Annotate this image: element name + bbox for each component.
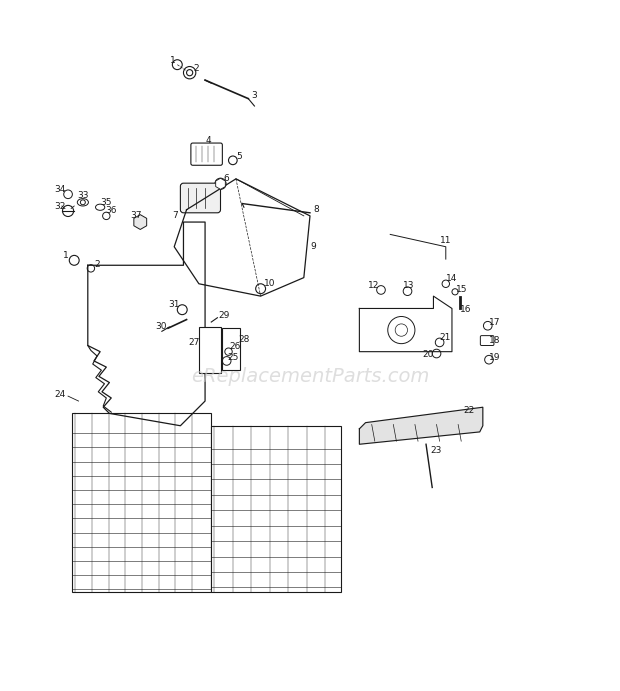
FancyBboxPatch shape: [222, 328, 241, 370]
Text: 26: 26: [229, 342, 241, 351]
Text: 21: 21: [439, 333, 450, 342]
Text: 23: 23: [431, 446, 442, 455]
Text: 15: 15: [456, 285, 467, 294]
FancyBboxPatch shape: [191, 143, 223, 165]
Text: 22: 22: [464, 406, 475, 415]
Text: 28: 28: [238, 335, 250, 344]
Text: 33: 33: [77, 191, 89, 200]
Text: 8: 8: [313, 205, 319, 214]
Text: 37: 37: [130, 211, 142, 220]
Text: 17: 17: [489, 318, 501, 327]
Text: eReplacementParts.com: eReplacementParts.com: [191, 367, 429, 386]
Text: 14: 14: [446, 274, 458, 283]
Text: 18: 18: [489, 336, 501, 345]
Text: 36: 36: [105, 207, 117, 216]
Text: 25: 25: [227, 353, 239, 362]
Text: 27: 27: [188, 338, 200, 347]
FancyBboxPatch shape: [211, 426, 341, 592]
FancyBboxPatch shape: [199, 327, 221, 373]
Text: 20: 20: [423, 350, 434, 359]
Text: 1: 1: [170, 56, 176, 65]
Text: 13: 13: [403, 281, 415, 290]
Text: 6: 6: [224, 174, 229, 183]
Text: 9: 9: [310, 243, 316, 252]
Text: 10: 10: [264, 279, 276, 288]
Text: 19: 19: [489, 353, 501, 362]
Text: 31: 31: [169, 301, 180, 310]
Text: 29: 29: [218, 312, 229, 321]
FancyBboxPatch shape: [480, 336, 494, 346]
Polygon shape: [360, 407, 483, 444]
Text: 3: 3: [252, 91, 257, 100]
Text: 1: 1: [63, 251, 69, 260]
Text: 7: 7: [172, 211, 179, 220]
Text: 34: 34: [55, 185, 66, 194]
Text: 4: 4: [205, 136, 211, 145]
Text: 32: 32: [55, 202, 66, 211]
Text: 35: 35: [100, 198, 112, 207]
FancyBboxPatch shape: [180, 183, 221, 213]
Text: 16: 16: [461, 305, 472, 314]
Text: 2: 2: [94, 260, 100, 269]
Text: 2: 2: [193, 64, 199, 73]
FancyBboxPatch shape: [73, 413, 211, 592]
Text: 12: 12: [368, 281, 379, 290]
Text: 5: 5: [236, 151, 242, 160]
Text: 24: 24: [55, 390, 66, 399]
Text: 30: 30: [155, 323, 166, 332]
Text: 11: 11: [440, 236, 451, 245]
